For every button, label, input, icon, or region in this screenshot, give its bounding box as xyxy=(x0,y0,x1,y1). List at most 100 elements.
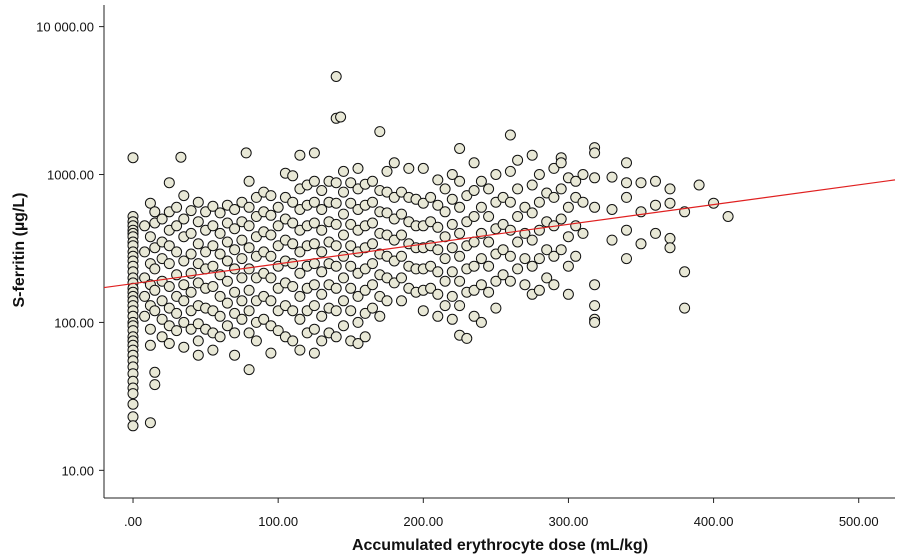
data-point xyxy=(359,307,371,319)
data-point xyxy=(316,185,328,196)
data-point xyxy=(294,267,306,279)
data-point xyxy=(345,218,357,230)
data-point xyxy=(367,302,378,314)
data-point xyxy=(330,240,342,252)
data-point xyxy=(335,111,347,123)
data-point xyxy=(308,175,320,187)
data-point xyxy=(192,258,204,270)
data-point xyxy=(308,279,320,291)
data-point xyxy=(229,349,241,361)
data-point xyxy=(352,338,364,349)
data-point xyxy=(367,279,378,291)
data-point xyxy=(722,211,734,222)
data-point xyxy=(192,277,204,289)
data-point xyxy=(432,174,444,186)
data-point xyxy=(229,223,241,235)
data-point xyxy=(139,310,151,322)
data-point xyxy=(338,320,349,332)
data-point xyxy=(504,275,516,287)
data-point xyxy=(156,331,168,343)
x-tick-label: 500.00 xyxy=(839,514,879,529)
fit-line-layer xyxy=(103,179,896,289)
data-point xyxy=(192,238,204,250)
data-point xyxy=(316,335,328,347)
data-point xyxy=(589,279,601,291)
data-point xyxy=(144,197,156,209)
data-point xyxy=(207,344,219,356)
data-point xyxy=(621,177,632,189)
data-point xyxy=(265,295,277,307)
data-point xyxy=(221,217,233,229)
data-point xyxy=(236,272,248,284)
data-point xyxy=(367,175,378,187)
data-point xyxy=(439,206,451,218)
data-point xyxy=(497,218,509,230)
data-point xyxy=(417,162,429,174)
data-point xyxy=(650,227,661,239)
data-point xyxy=(606,234,618,246)
x-axis-ticks: .00 100.00 200.00 300.00 400.00 500.00 xyxy=(124,498,879,529)
data-point xyxy=(221,275,233,287)
data-point xyxy=(207,281,219,292)
data-point xyxy=(171,220,183,232)
data-point xyxy=(475,316,487,328)
data-point xyxy=(589,201,601,213)
data-point xyxy=(417,197,429,209)
data-point xyxy=(541,272,553,284)
y-tick-label: 1000.00 xyxy=(47,168,94,183)
data-point xyxy=(425,216,437,228)
data-point xyxy=(432,221,444,233)
data-point xyxy=(468,211,480,222)
data-point xyxy=(338,208,349,220)
data-point xyxy=(432,199,444,211)
data-point xyxy=(621,253,632,265)
data-point xyxy=(439,275,451,287)
data-point xyxy=(200,246,212,258)
data-point xyxy=(338,165,349,177)
data-point xyxy=(512,211,524,222)
data-point xyxy=(308,258,320,270)
data-point xyxy=(272,201,284,213)
data-point xyxy=(345,282,357,294)
data-point xyxy=(650,175,661,187)
data-point xyxy=(163,258,175,270)
data-point xyxy=(359,331,371,343)
data-point xyxy=(214,227,226,239)
x-tick-label: 100.00 xyxy=(258,514,298,529)
data-point xyxy=(483,211,495,222)
data-point xyxy=(664,232,676,244)
data-point xyxy=(577,227,589,239)
data-point xyxy=(555,183,567,195)
data-point xyxy=(127,152,139,164)
data-point xyxy=(606,171,618,183)
data-point xyxy=(352,316,364,328)
data-point xyxy=(229,204,241,215)
data-point xyxy=(635,177,647,189)
data-point xyxy=(236,253,248,265)
data-point xyxy=(381,295,393,307)
data-point xyxy=(178,295,190,307)
data-point xyxy=(555,157,567,169)
data-point xyxy=(483,286,495,298)
data-point xyxy=(207,220,219,232)
data-point xyxy=(388,157,400,169)
data-point xyxy=(294,149,306,161)
data-point xyxy=(144,339,156,351)
data-point xyxy=(526,234,538,246)
data-point xyxy=(589,300,601,312)
data-point xyxy=(287,258,299,270)
data-point xyxy=(533,196,545,208)
data-point xyxy=(425,260,437,272)
x-axis-title: Accumulated erythrocyte dose (mL/kg) xyxy=(352,537,648,554)
data-point xyxy=(504,129,516,141)
data-point xyxy=(127,388,139,400)
y-tick-label: 10.00 xyxy=(61,463,94,478)
data-point xyxy=(308,347,320,359)
data-point xyxy=(548,250,560,262)
data-point xyxy=(308,238,320,250)
data-point xyxy=(345,260,357,272)
x-tick-label: 300.00 xyxy=(549,514,589,529)
data-point xyxy=(490,275,502,287)
data-point xyxy=(621,224,632,236)
data-point xyxy=(664,197,676,209)
